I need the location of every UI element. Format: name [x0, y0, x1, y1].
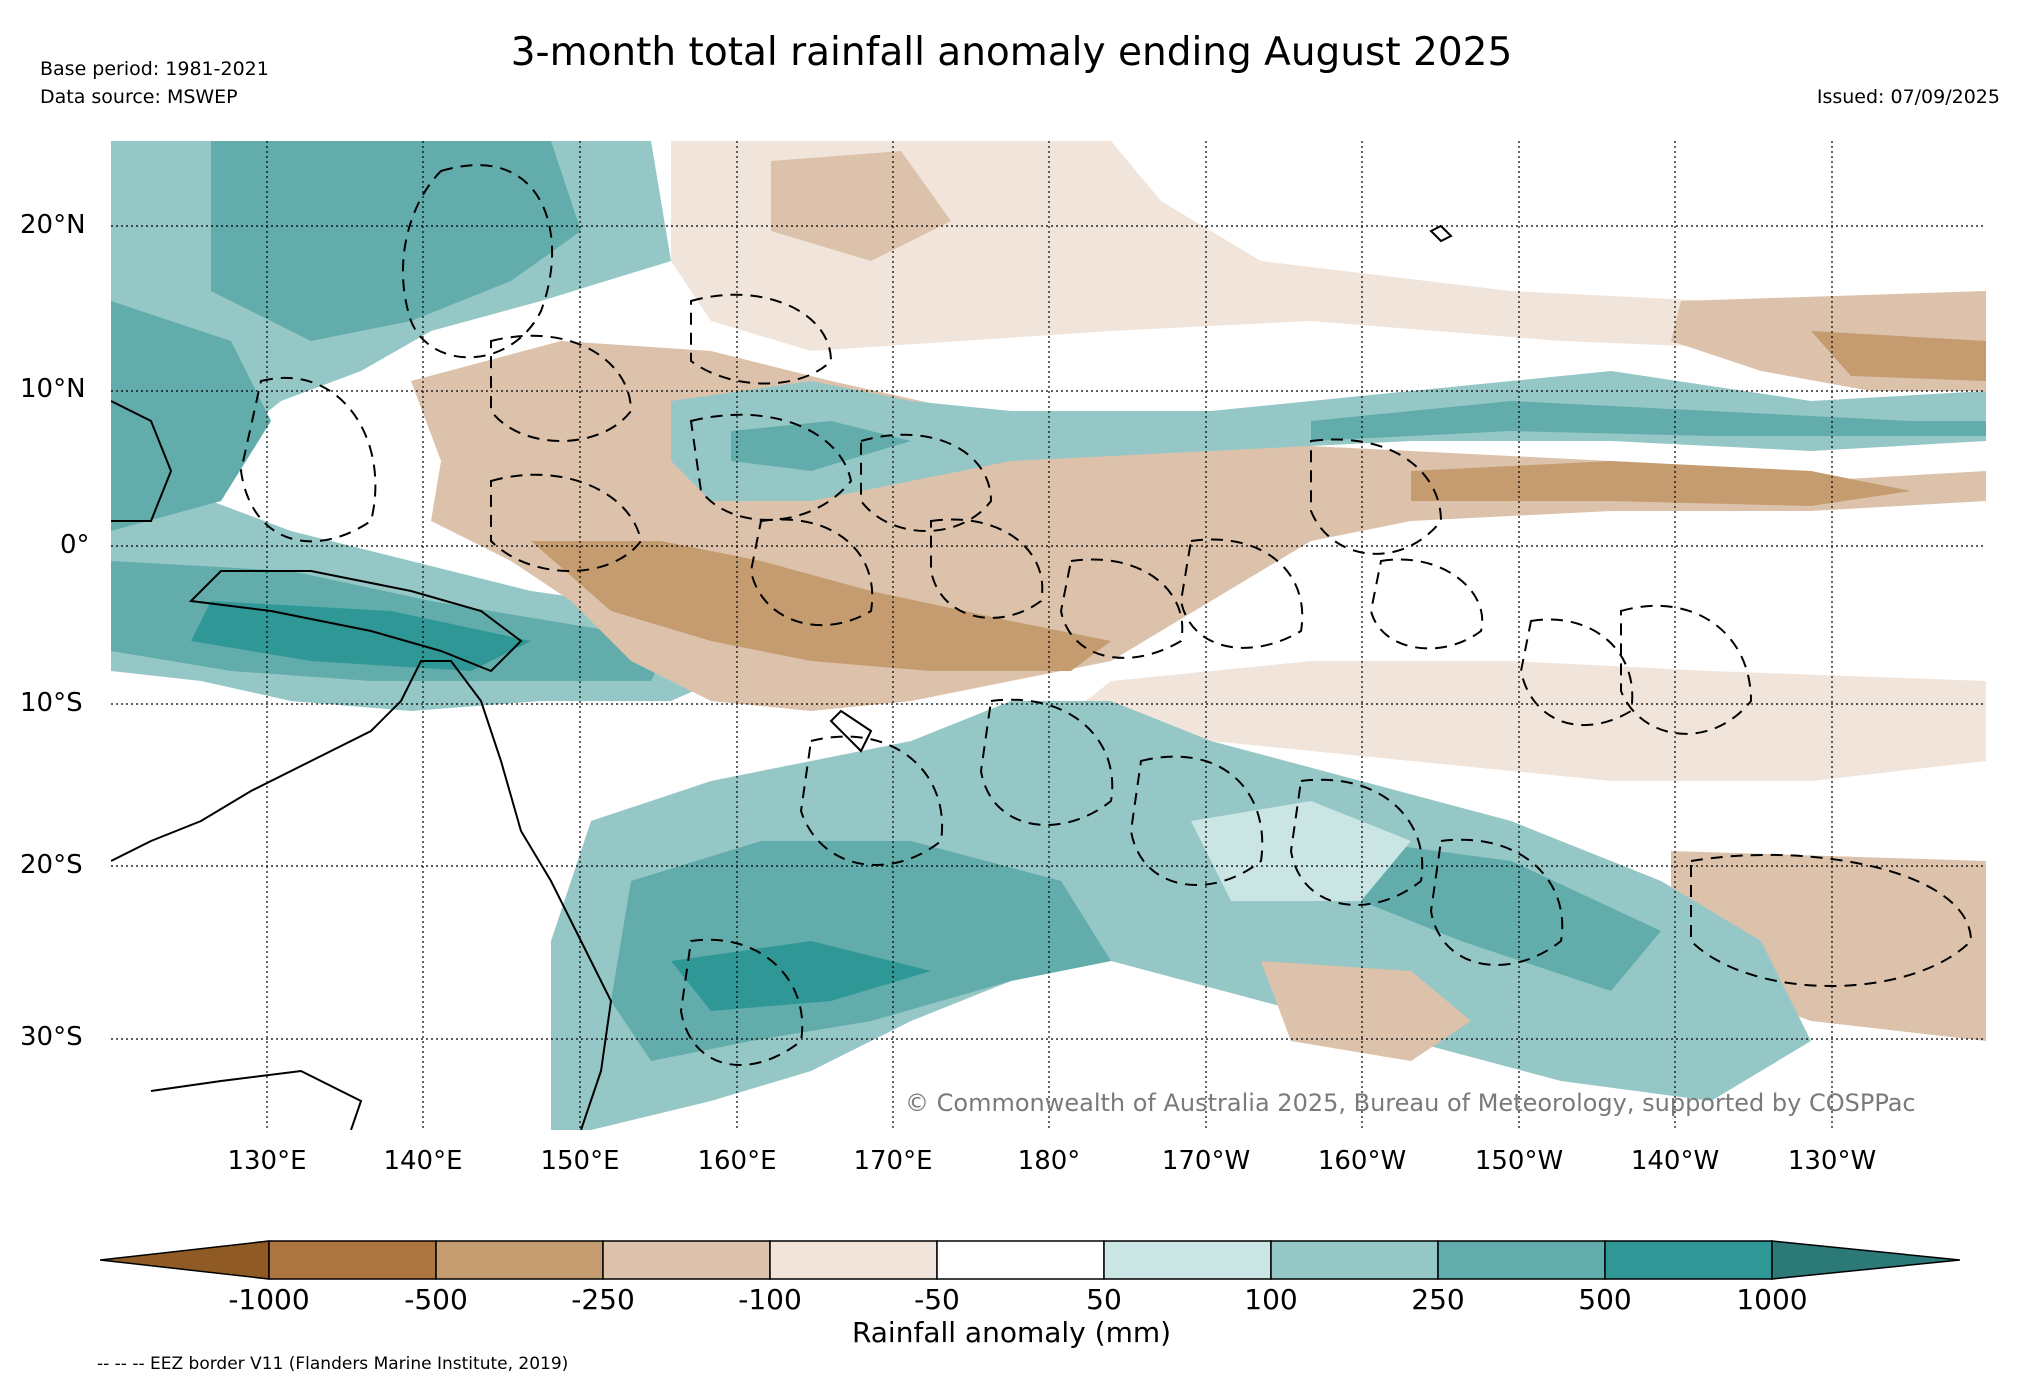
colorbar-tick: -1000	[228, 1283, 310, 1316]
colorbar-swatch-8	[1437, 1240, 1606, 1280]
solomon-islands-outline	[829, 709, 873, 753]
page-title: 3-month total rainfall anomaly ending Au…	[510, 30, 1513, 75]
colorbar-swatch-7	[1270, 1240, 1439, 1280]
colorbar-swatch-9	[1604, 1240, 1773, 1280]
itcz-wet-band	[671, 371, 1986, 501]
lon-label-150w: 150°W	[1474, 1146, 1564, 1176]
australia-south-coast	[150, 1069, 363, 1130]
colorbar-tick: 500	[1578, 1283, 1632, 1316]
lon-label-170w: 170°W	[1161, 1146, 1251, 1176]
coastlines	[111, 224, 1453, 1130]
eez-legend-note: -- -- -- EEZ border V11 (Flanders Marine…	[97, 1354, 569, 1374]
colorbar-tick: -100	[738, 1283, 802, 1316]
colorbar-swatch-3	[602, 1240, 771, 1280]
north-subtropic-band	[671, 141, 1986, 391]
lat-label-eq: 0°	[60, 530, 90, 560]
lon-label-140w: 140°W	[1630, 1146, 1720, 1176]
colorbar-tick: -50	[914, 1283, 960, 1316]
eez-borders	[239, 164, 1973, 1066]
copyright-notice: © Commonwealth of Australia 2025, Bureau…	[905, 1089, 1916, 1117]
colorbar-tick: 1000	[1736, 1283, 1808, 1316]
west-pacific-wet	[111, 141, 761, 711]
colorbar-swatch-10	[1771, 1240, 1960, 1280]
colorbar-swatch-0	[100, 1240, 270, 1280]
lon-label-140e: 140°E	[383, 1146, 463, 1176]
lon-label-130w: 130°W	[1787, 1146, 1877, 1176]
lon-label-170e: 170°E	[853, 1146, 933, 1176]
colorbar-tick: -250	[571, 1283, 635, 1316]
new-guinea-outline	[188, 570, 523, 673]
colorbar-swatch-5	[936, 1240, 1105, 1280]
colorbar-tick: -500	[404, 1283, 468, 1316]
australia-coast	[111, 660, 613, 1130]
lon-label-180: 180°	[1017, 1146, 1081, 1176]
colorbar-swatch-6	[1103, 1240, 1272, 1280]
base-period-note: Base period: 1981-2021	[40, 58, 269, 80]
philippines-outline	[111, 400, 173, 522]
colorbar-tick: 250	[1411, 1283, 1465, 1316]
colorbar-tick: 50	[1086, 1283, 1122, 1316]
lat-label-10s: 10°S	[20, 688, 83, 718]
lon-label-160e: 160°E	[697, 1146, 777, 1176]
colorbar-swatch-2	[435, 1240, 604, 1280]
lat-label-20s: 20°S	[20, 850, 83, 880]
issued-date: Issued: 07/09/2025	[1816, 86, 2000, 108]
colorbar-label: Rainfall anomaly (mm)	[851, 1316, 1172, 1349]
colorbar-swatch-4	[769, 1240, 938, 1280]
central-south-patch	[1191, 801, 1411, 901]
colorbar	[100, 1240, 1960, 1280]
south-pacific-wet-band	[551, 701, 1811, 1130]
rainfall-anomaly-map	[111, 141, 1986, 1130]
map-canvas	[111, 141, 1986, 1130]
lat-label-30s: 30°S	[20, 1022, 83, 1052]
colorbar-swatch-1	[268, 1240, 437, 1280]
lon-label-160w: 160°W	[1317, 1146, 1407, 1176]
south-dry-patch	[1261, 961, 1471, 1061]
hawaii-outline	[1429, 224, 1453, 243]
colorbar-tick: 100	[1244, 1283, 1298, 1316]
lat-label-20n: 20°N	[20, 210, 86, 240]
lon-label-150e: 150°E	[540, 1146, 620, 1176]
data-source-note: Data source: MSWEP	[40, 86, 238, 108]
lon-label-130e: 130°E	[227, 1146, 307, 1176]
lat-label-10n: 10°N	[20, 374, 86, 404]
